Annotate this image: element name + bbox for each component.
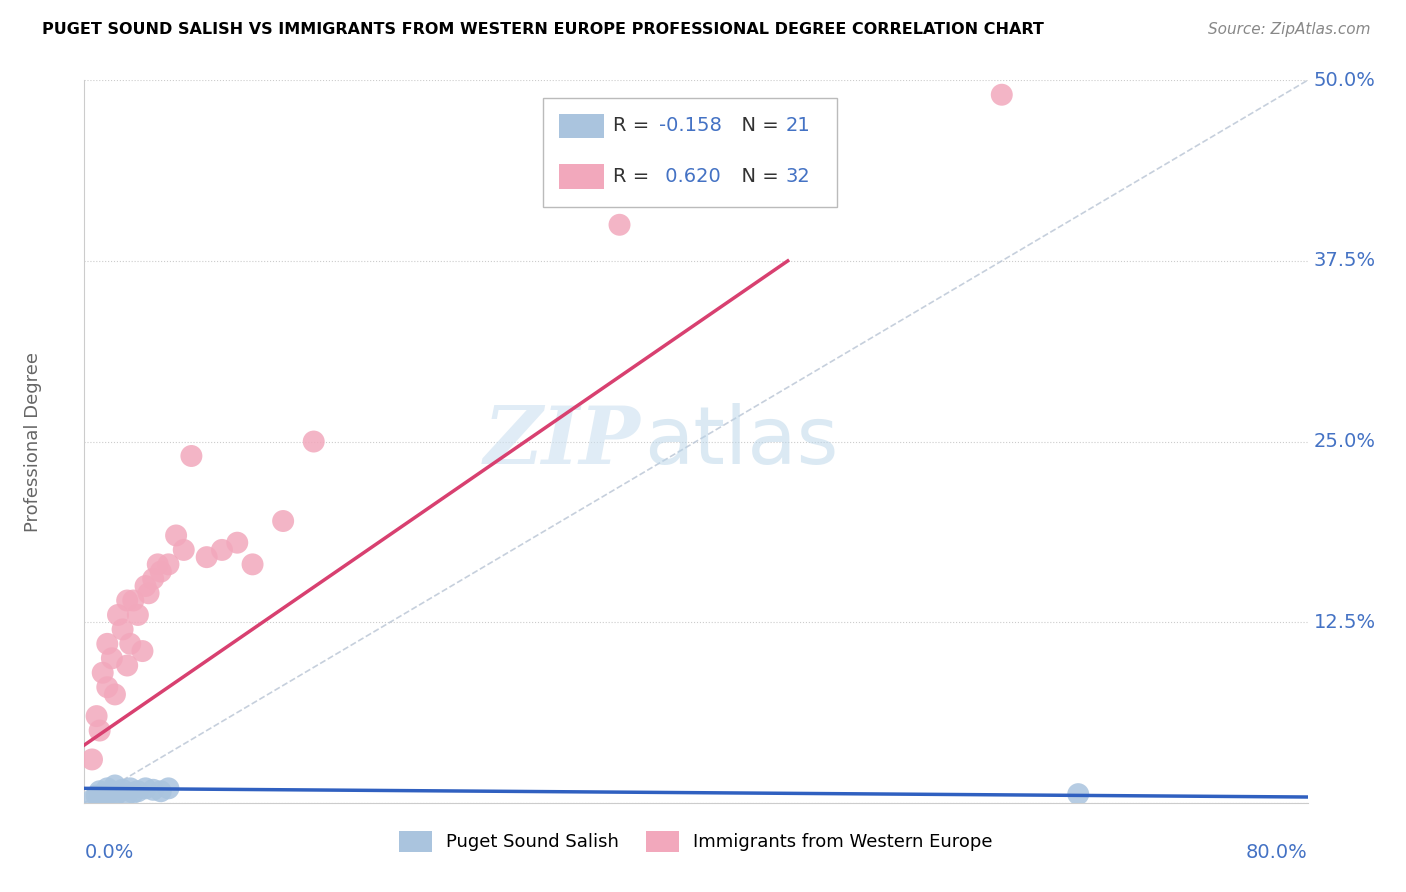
Point [173,542,195,557]
Point [107,607,129,622]
Point [146,558,169,572]
Point [122,593,145,607]
Point [149,784,172,798]
Point [1067,787,1090,801]
Point [135,781,157,796]
Point [86,789,108,803]
Text: Professional Degree: Professional Degree [24,351,42,532]
Text: N =: N = [728,167,785,186]
Point [142,572,165,586]
Point [127,784,149,798]
Text: N =: N = [728,116,785,136]
Point [211,542,233,557]
FancyBboxPatch shape [560,164,605,189]
Text: ZIP: ZIP [484,403,641,480]
Point [89,791,111,805]
Point [107,786,129,800]
Point [104,779,127,793]
Point [80,793,103,807]
Text: 0.0%: 0.0% [84,843,134,862]
Text: 50.0%: 50.0% [1313,70,1375,90]
Point [80,752,103,766]
Point [91,665,114,680]
Text: R =: R = [613,116,655,136]
Point [226,535,249,549]
Text: 21: 21 [786,116,810,136]
Point [122,786,145,800]
Point [120,637,142,651]
Text: -0.158: -0.158 [659,116,723,136]
Point [89,784,111,798]
Point [149,565,172,579]
Point [96,680,118,694]
Point [271,514,294,528]
Point [609,218,631,232]
Point [115,787,138,801]
Point [104,789,127,803]
Point [131,644,153,658]
Text: 25.0%: 25.0% [1313,432,1375,451]
Point [180,449,202,463]
Text: 32: 32 [786,167,810,186]
Text: 12.5%: 12.5% [1313,613,1376,632]
Point [120,781,142,796]
Point [115,658,138,673]
Point [157,781,180,796]
Point [142,782,165,797]
Point [195,550,218,565]
Point [101,784,124,798]
Point [127,607,149,622]
Point [96,637,118,651]
Point [89,723,111,738]
Text: 80.0%: 80.0% [1246,843,1308,862]
Text: 37.5%: 37.5% [1313,252,1376,270]
Text: 0.620: 0.620 [659,167,721,186]
Point [86,709,108,723]
Point [157,558,180,572]
Point [138,586,160,600]
FancyBboxPatch shape [560,113,605,138]
Point [115,593,138,607]
Text: R =: R = [613,167,655,186]
Legend: Puget Sound Salish, Immigrants from Western Europe: Puget Sound Salish, Immigrants from West… [392,823,1000,859]
Point [96,781,118,796]
Point [111,782,134,797]
Text: PUGET SOUND SALISH VS IMMIGRANTS FROM WESTERN EUROPE PROFESSIONAL DEGREE CORRELA: PUGET SOUND SALISH VS IMMIGRANTS FROM WE… [42,22,1045,37]
Point [165,528,187,542]
FancyBboxPatch shape [543,98,837,207]
Point [111,623,134,637]
Point [104,687,127,701]
Text: atlas: atlas [644,402,839,481]
Point [991,87,1014,102]
Point [101,651,124,665]
Point [302,434,325,449]
Point [91,790,114,805]
Point [135,579,157,593]
Point [96,787,118,801]
Point [242,558,264,572]
Text: Source: ZipAtlas.com: Source: ZipAtlas.com [1208,22,1371,37]
